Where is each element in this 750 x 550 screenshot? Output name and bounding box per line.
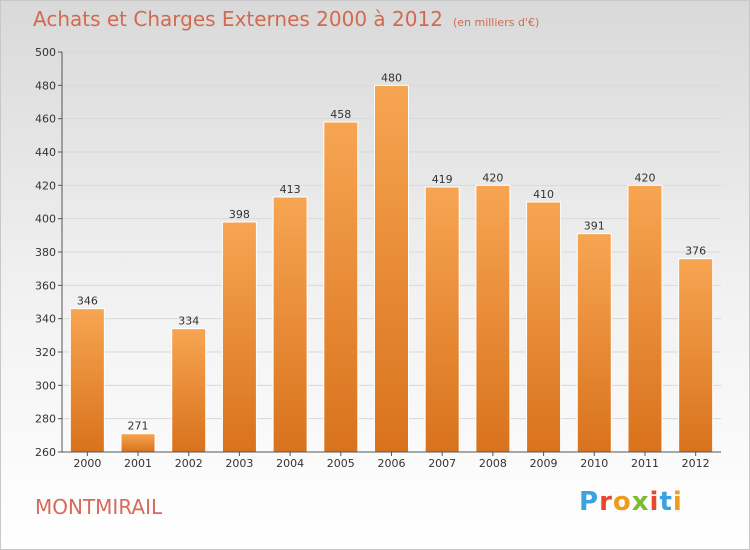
bar-2004 — [272, 196, 308, 453]
x-tick-label-2003: 2003 — [225, 457, 253, 470]
chart-subtitle: (en milliers d'€) — [452, 16, 540, 29]
bar-2007 — [424, 186, 460, 453]
bar-2002 — [171, 328, 207, 453]
data-label-2002: 334 — [178, 315, 199, 328]
data-label-2010: 391 — [584, 220, 605, 233]
y-tick-label: 340 — [35, 313, 56, 326]
chart-title: Achats et Charges Externes 2000 à 2012 — [33, 7, 443, 31]
title-row: Achats et Charges Externes 2000 à 2012 (e… — [33, 7, 539, 31]
bar-2003 — [221, 221, 257, 453]
bar-2009 — [526, 201, 562, 453]
y-tick-label: 300 — [35, 379, 56, 392]
y-tick-label: 260 — [35, 446, 56, 459]
commune-name: MONTMIRAIL — [35, 495, 163, 519]
y-tick-label: 400 — [35, 213, 56, 226]
x-tick-label-2010: 2010 — [580, 457, 608, 470]
axes: 260 280 300 320 340 360 380 400 420 440 460 480 500 2… — [35, 46, 721, 470]
data-label-2004: 413 — [280, 183, 301, 196]
x-tick-label-2004: 2004 — [276, 457, 304, 470]
bar-2000 — [69, 308, 105, 453]
logo-letter: P — [579, 487, 600, 517]
logo-letter: i — [649, 487, 660, 517]
bar-2011 — [627, 184, 663, 453]
data-label-2000: 346 — [77, 295, 98, 308]
y-tick-label: 500 — [35, 46, 56, 59]
data-label-2012: 376 — [685, 245, 706, 258]
data-label-2008: 420 — [482, 171, 503, 184]
y-tick-label: 420 — [35, 179, 56, 192]
logo-letter: o — [612, 487, 632, 517]
data-label-2007: 419 — [432, 173, 453, 186]
x-tick-label-2009: 2009 — [530, 457, 558, 470]
y-tick-label: 440 — [35, 146, 56, 159]
bars — [69, 84, 714, 453]
y-tick-label: 280 — [35, 413, 56, 426]
x-tick-label-2008: 2008 — [479, 457, 507, 470]
bar-2010 — [576, 233, 612, 453]
data-label-2005: 458 — [330, 108, 351, 121]
x-tick-label-2005: 2005 — [327, 457, 355, 470]
proxiti-logo: Proxiti — [579, 487, 683, 517]
logo-letter: r — [599, 487, 613, 517]
x-tick-label-2000: 2000 — [73, 457, 101, 470]
x-tick-label-2002: 2002 — [175, 457, 203, 470]
x-tick-label-2001: 2001 — [124, 457, 152, 470]
bar-2006 — [374, 84, 409, 453]
data-label-2003: 398 — [229, 208, 250, 221]
logo-letter: t — [659, 487, 673, 517]
bar-2008 — [475, 184, 511, 453]
y-tick-label: 320 — [35, 346, 56, 359]
data-label-2006: 480 — [381, 71, 402, 84]
data-label-2009: 410 — [533, 188, 554, 201]
y-tick-label: 360 — [35, 279, 56, 292]
x-tick-label-2012: 2012 — [682, 457, 710, 470]
y-tick-label: 380 — [35, 246, 56, 259]
bar-2005 — [323, 121, 359, 453]
bar-2001 — [120, 433, 156, 453]
logo-letter: i — [672, 487, 683, 517]
x-tick-label-2006: 2006 — [378, 457, 406, 470]
logo-letter: x — [631, 487, 650, 517]
x-tick-label-2007: 2007 — [428, 457, 456, 470]
bar-2012 — [678, 258, 714, 453]
x-tick-label-2011: 2011 — [631, 457, 659, 470]
data-label-2011: 420 — [634, 171, 655, 184]
data-labels: 346 271 334 398 413 458 480 419 420 410 391 420 376 — [77, 71, 706, 432]
data-label-2001: 271 — [128, 420, 149, 433]
y-tick-label: 480 — [35, 79, 56, 92]
y-tick-label: 460 — [35, 113, 56, 126]
